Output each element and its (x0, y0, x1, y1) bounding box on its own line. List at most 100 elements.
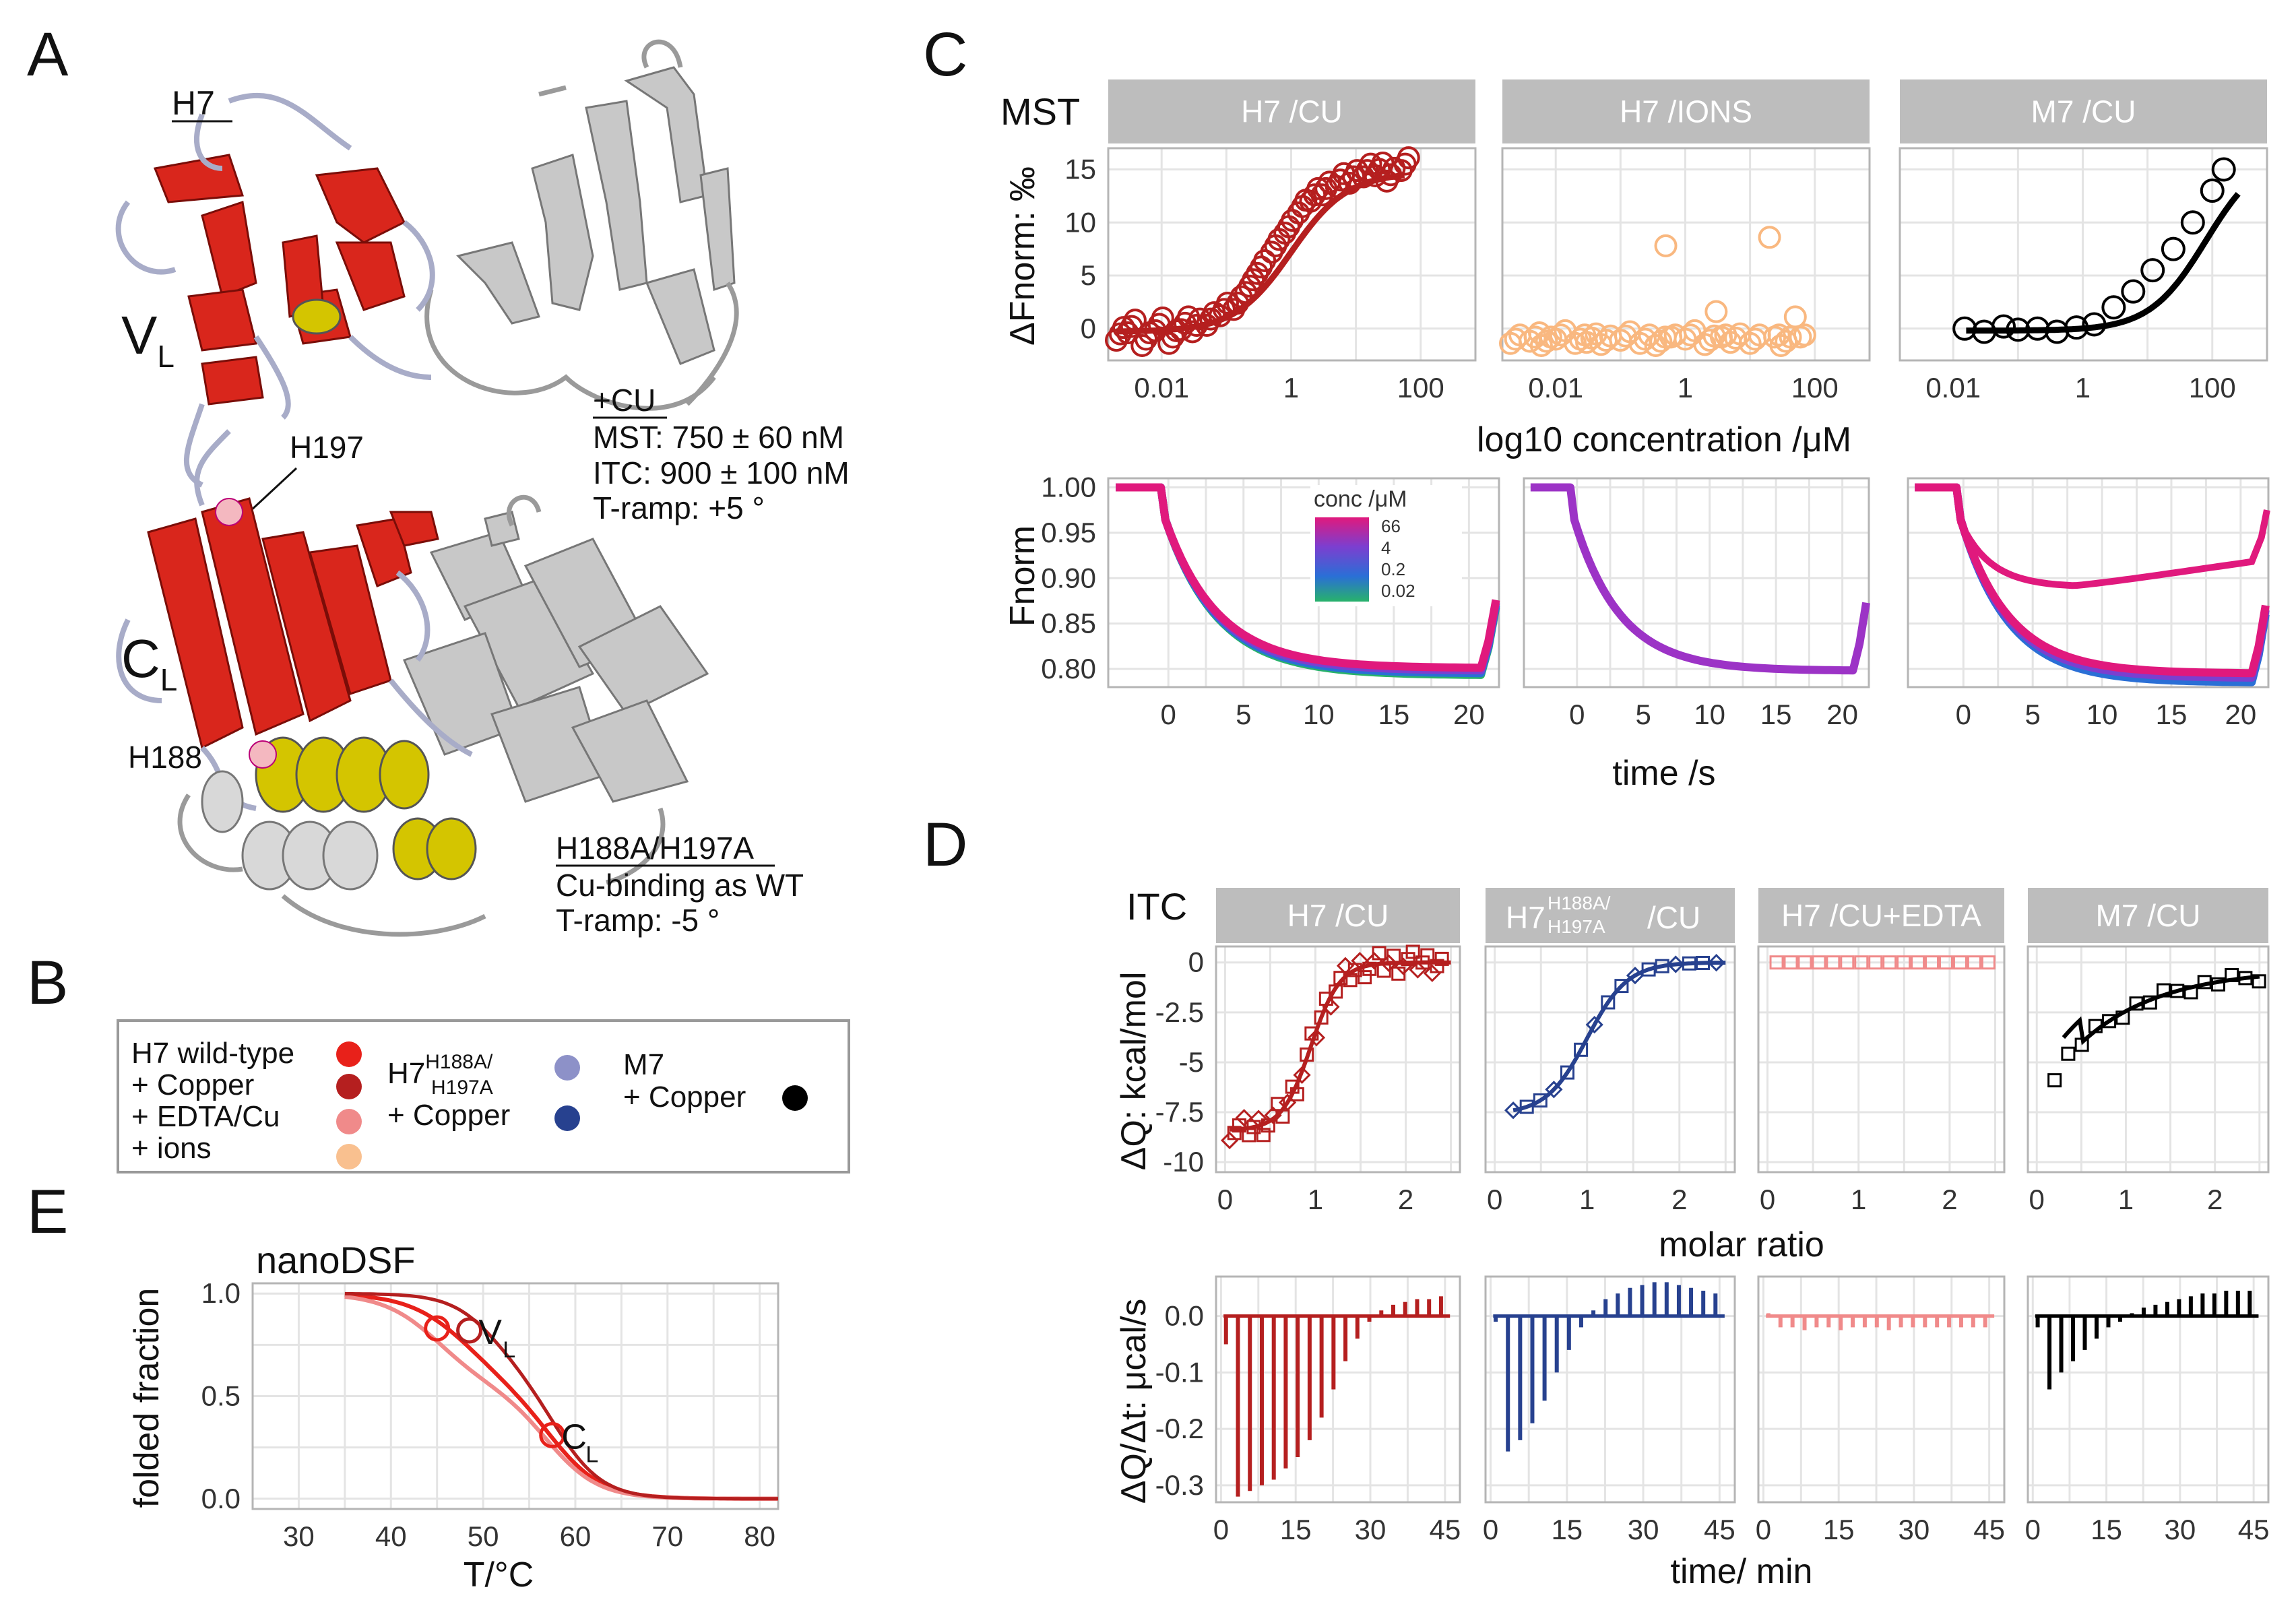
cu-annotation: +CU MST: 750 ± 60 nM ITC: 900 ± 100 nM T… (593, 383, 850, 525)
mst-trace-line (1530, 483, 1870, 675)
itc-point-3 (2252, 974, 2266, 989)
grey-loops-top (424, 39, 739, 411)
itc-iso-xtick: 1 (1308, 1184, 1323, 1215)
itc-point-0 (1261, 1118, 1275, 1133)
dsf-ytick: 1.0 (201, 1277, 241, 1309)
itc-point-0 (1394, 957, 1413, 975)
itc-point-2 (1797, 955, 1812, 970)
itc-point-0 (1242, 1128, 1256, 1143)
itc-iso-panel-0 (1215, 945, 1461, 1173)
mst-trace-xtick: 15 (1378, 699, 1409, 730)
itc-point-1 (1585, 1015, 1603, 1034)
nanodsf-title: nanoDSF (256, 1239, 416, 1281)
panel-label-b: B (27, 948, 68, 1017)
itc-point-0 (1380, 954, 1398, 972)
itc-point-2 (1783, 955, 1798, 970)
legend-dot-copper (336, 1074, 362, 1099)
itc-facet-2-strip (1758, 888, 2004, 943)
mst-point-h7-ions (1539, 325, 1562, 349)
mst-dose-ytick: 10 (1064, 206, 1096, 238)
mst-trace-xtick: 20 (1453, 699, 1485, 730)
mst-point-h7-ions (1714, 323, 1737, 347)
itc-raw-ytick: -0.3 (1155, 1469, 1204, 1501)
mst-facet-2-title: M7 /CU (2031, 94, 2136, 129)
itc-point-3 (2061, 1046, 2076, 1061)
vl-domain (153, 154, 406, 406)
legend-wt-copper: + Copper (131, 1068, 254, 1101)
vl-label: VL (121, 305, 174, 374)
itc-point-2 (1938, 955, 1953, 970)
itc-point-0 (1275, 1109, 1290, 1124)
itc-point-2 (1882, 955, 1897, 970)
itc-point-3 (2142, 995, 2157, 1010)
legend-dot-mutant-copper (554, 1105, 580, 1131)
mst-facet-1-title: H7 /IONS (1620, 94, 1752, 129)
mst-point-m7-cu (2082, 312, 2107, 337)
mst-point-h7-ions (1585, 322, 1608, 346)
itc-iso-xtick: 2 (2207, 1184, 2223, 1215)
mst-point-h7-ions (1758, 226, 1781, 249)
itc-raw-panel-3 (2027, 1275, 2270, 1504)
itc-raw-xtick: 15 (2091, 1514, 2122, 1545)
itc-iso-xtick: 2 (1942, 1184, 1957, 1215)
itc-point-2 (1896, 955, 1911, 970)
itc-raw-xtick: 0 (2025, 1514, 2041, 1545)
itc-point-0 (1249, 1109, 1268, 1128)
itc-point-2 (1812, 955, 1826, 970)
mst-point-m7-cu (2180, 210, 2205, 235)
dsf-xtick: 30 (283, 1520, 315, 1552)
mst-point-h7-ions (1767, 323, 1791, 347)
mst-point-h7-cu (1306, 176, 1330, 200)
legend-mutant-copper: + Copper (387, 1099, 510, 1132)
itc-point-3 (2197, 975, 2212, 990)
mst-point-h7-cu (1123, 309, 1147, 332)
mst-dose-xtick: 0.01 (1925, 372, 1981, 404)
mst-point-h7-ions (1653, 325, 1677, 349)
itc-row-label: ITC (1126, 885, 1187, 928)
itc-raw-xlabel: time/ min (1671, 1552, 1813, 1591)
itc-point-2 (1952, 955, 1967, 970)
itc-point-0 (1434, 951, 1449, 966)
mst-point-h7-ions (1779, 325, 1802, 349)
itc-facet-0-title: H7 /CU (1287, 898, 1389, 933)
itc-point-2 (1854, 955, 1869, 970)
itc-point-0 (1333, 971, 1348, 986)
grey-domain-bottom (402, 511, 709, 803)
itc-point-0 (1358, 970, 1372, 985)
itc-iso-ytick: -7.5 (1155, 1096, 1204, 1128)
his197-sphere (215, 498, 243, 526)
itc-raw-panel-2 (1757, 1275, 2006, 1504)
svg-text:ITC: 900 ± 100 nM: ITC: 900 ± 100 nM (593, 455, 850, 490)
mst-point-h7-cu (1294, 189, 1318, 212)
itc-point-3 (2210, 977, 2225, 992)
itc-point-1 (1626, 966, 1645, 985)
itc-point-2 (1769, 955, 1784, 970)
itc-point-3 (2115, 1010, 2130, 1025)
itc-iso-xlabel: molar ratio (1659, 1225, 1824, 1264)
svg-text:Cu-binding as WT: Cu-binding as WT (556, 868, 804, 903)
panel-label-c: C (923, 20, 967, 89)
itc-point-3 (2129, 996, 2144, 1011)
itc-point-0 (1386, 948, 1401, 963)
mst-trace-ytick: 1.00 (1041, 471, 1096, 503)
mst-point-m7-cu (2140, 258, 2165, 283)
mst-trace-line (1915, 483, 2270, 678)
mst-point-h7-ions (1573, 323, 1597, 347)
panel-label-a: A (27, 20, 69, 89)
itc-point-2 (1826, 955, 1841, 970)
itc-iso-ytick: -5 (1179, 1046, 1204, 1078)
itc-point-0 (1329, 984, 1343, 999)
legend-dot-m7 (782, 1085, 808, 1111)
dsf-ytick: 0.0 (201, 1483, 241, 1514)
nanodsf-xlabel: T/°C (464, 1555, 534, 1595)
mst-point-h7-cu (1359, 152, 1382, 176)
mst-trace-m7-high-conc (1915, 484, 2270, 589)
mst-trace-xtick: 10 (2086, 699, 2118, 730)
mst-point-h7-cu (1253, 249, 1277, 272)
grey-loops-bottom (177, 494, 666, 937)
mst-fit-m7-cu (1966, 191, 2241, 334)
itc-point-0 (1420, 948, 1435, 963)
itc-point-1 (1504, 1101, 1523, 1120)
dsf-midpoint-marker (424, 1315, 451, 1342)
